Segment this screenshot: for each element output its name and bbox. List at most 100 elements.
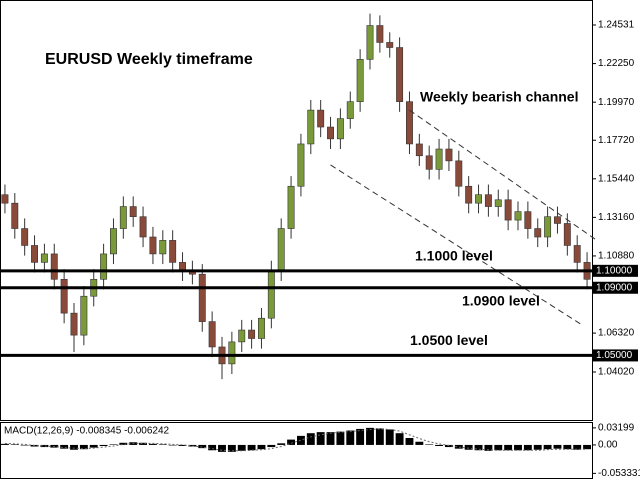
y-tick-label: 1.15440 (598, 173, 635, 184)
macd-bar (139, 442, 148, 445)
macd-bar (109, 444, 118, 445)
macd-bar (356, 428, 365, 445)
candle-body (100, 253, 108, 280)
macd-bar (553, 444, 562, 449)
y-tick-label: 1.19970 (598, 97, 635, 108)
candle-body (366, 25, 374, 60)
y-tick-label: 1.22250 (598, 58, 635, 69)
candle-body (494, 199, 502, 207)
y-tick-label: 1.10880 (598, 251, 635, 262)
candle-body (208, 321, 216, 348)
candle-body (169, 240, 177, 263)
candle-body (80, 295, 88, 336)
candle-body (563, 223, 571, 246)
macd-bar (178, 444, 187, 446)
macd-bar (70, 444, 78, 450)
y-tick-label: 1.24531 (598, 20, 635, 31)
macd-bar (444, 444, 453, 448)
level-tag: 1.10000 (596, 265, 633, 276)
macd-bar (148, 443, 157, 445)
candle-body (307, 109, 315, 145)
candle-body (248, 329, 256, 339)
candle-body (356, 59, 364, 102)
level-tag-box (592, 264, 638, 277)
macd-bar (99, 444, 108, 446)
macd-bar (20, 444, 29, 446)
macd-bar (395, 433, 404, 445)
macd-bar (60, 444, 69, 449)
macd-bar (435, 444, 444, 446)
macd-bar (504, 444, 513, 451)
macd-bar (79, 444, 88, 450)
macd-panel (0, 422, 593, 479)
macd-bar (336, 431, 345, 445)
candle-body (484, 194, 492, 207)
candle-body (11, 202, 19, 229)
level-text: 1.0900 level (462, 292, 540, 308)
channel-line (409, 109, 598, 241)
candle-body (139, 216, 147, 238)
macd-bar (494, 444, 503, 451)
macd-label: MACD(12,26,9) -0.008345 -0.006242 (4, 426, 170, 437)
candle-body (1, 194, 9, 204)
macd-bar (316, 432, 325, 445)
candle-body (376, 25, 384, 43)
macd-bar (326, 432, 335, 445)
macd-bar (10, 444, 19, 445)
macd-bar (237, 444, 246, 451)
macd-bar (277, 443, 286, 445)
macd-bar (543, 444, 552, 450)
macd-bar (0, 443, 9, 445)
y-tick-label: 1.06320 (598, 328, 635, 339)
candle-body (465, 185, 473, 204)
candle-body (386, 42, 394, 48)
candle-body (119, 206, 127, 229)
candle-body (425, 155, 433, 170)
macd-bar (523, 444, 532, 451)
candle-body (287, 185, 295, 229)
candle-body (415, 143, 423, 157)
macd-bar (366, 427, 374, 445)
chart-title: EURUSD Weekly timeframe (45, 51, 253, 68)
macd-bar (425, 444, 434, 445)
macd-bar (454, 444, 463, 449)
macd-bar (415, 441, 424, 445)
macd-bar (227, 444, 236, 452)
level-text: 1.0500 level (410, 332, 488, 348)
level-tag-box (592, 349, 638, 362)
candle-body (110, 228, 117, 255)
macd-signal (4, 428, 588, 452)
candle-body (50, 253, 58, 280)
macd-bar (168, 444, 177, 446)
level-tag: 1.05000 (596, 350, 633, 361)
macd-bar (464, 444, 473, 450)
macd-bar (40, 444, 49, 448)
candle-body (544, 216, 552, 238)
macd-bar (573, 444, 582, 450)
candle-body (524, 211, 532, 229)
candle-body (258, 317, 265, 339)
candle-body (504, 199, 512, 221)
macd-bar (119, 442, 128, 445)
macd-bar (287, 439, 296, 445)
macd-bar (533, 444, 542, 450)
candle-body (267, 270, 275, 319)
macd-bar (247, 444, 256, 451)
macd-bar (346, 430, 355, 445)
macd-bar (198, 444, 207, 449)
macd-tick-label: 0.03199 (598, 423, 635, 434)
candle-body (396, 47, 404, 102)
level-tag: 1.09000 (596, 282, 633, 293)
macd-bar (375, 428, 384, 445)
candle-body (228, 341, 236, 365)
macd-bar (296, 435, 305, 445)
candle-body (327, 126, 334, 140)
candle-body (435, 148, 443, 170)
macd-bar (484, 444, 493, 451)
macd-bar (514, 444, 522, 451)
macd-tick-label: -0.053331 (598, 468, 640, 479)
candle-body (70, 312, 78, 336)
candle-body (534, 228, 542, 238)
